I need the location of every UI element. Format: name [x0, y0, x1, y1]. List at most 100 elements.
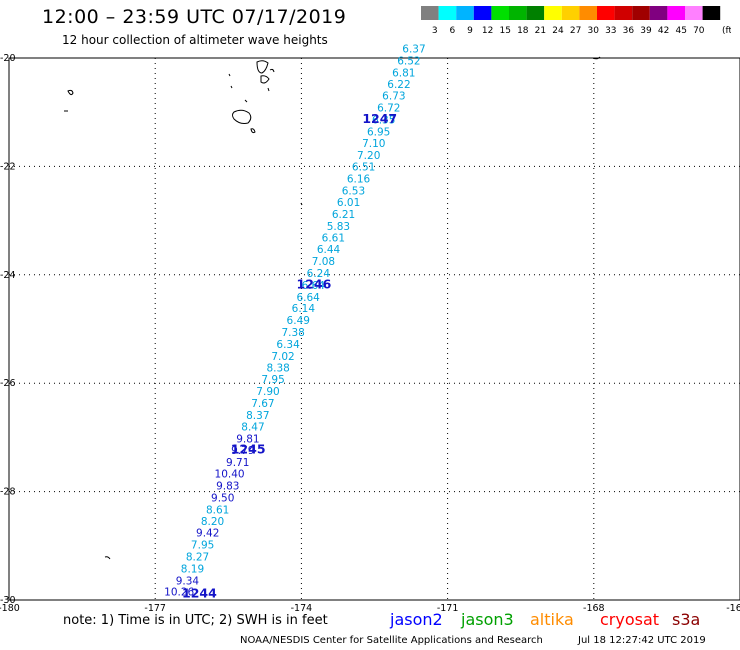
wave-height-value: 7.95: [191, 540, 214, 552]
lon-tick-label: -177: [144, 603, 166, 614]
wave-height-value: 7.90: [256, 386, 279, 398]
legend-swatch: [579, 6, 597, 20]
legend-swatch: [544, 6, 562, 20]
wave-height-value: 6.72: [377, 103, 400, 115]
wave-height-value: 6.64: [296, 292, 320, 304]
wave-height-value: 6.44: [317, 244, 341, 256]
legend-label: 6: [450, 26, 456, 36]
legend-label: 27: [570, 26, 581, 36]
island-outline: [260, 75, 270, 84]
wave-height-value: 6.14: [292, 303, 316, 315]
wave-height-value: 8.37: [246, 410, 269, 422]
wave-height-value: 6.24: [307, 268, 331, 280]
lat-tick-label: -22: [0, 161, 16, 172]
wave-height-value: 7.67: [251, 398, 274, 410]
island-outline: [104, 556, 111, 560]
wave-height-value: 8.19: [181, 563, 204, 575]
legend-label: 18: [517, 26, 529, 36]
mission-label-s3a: s3a: [672, 610, 701, 629]
legend-label: 36: [623, 26, 635, 36]
lat-tick-label: -20: [0, 53, 16, 64]
legend-swatch: [702, 6, 721, 20]
legend-swatch: [632, 6, 650, 20]
wave-height-value: 6.51: [352, 162, 375, 174]
wave-height-value: 10.40: [215, 469, 245, 481]
wave-height-value: 8.61: [206, 504, 229, 516]
orbit-number-label: 1246: [297, 276, 332, 291]
credit-line: NOAA/NESDIS Center for Satellite Applica…: [240, 635, 543, 646]
altimeter-track: 6.376.526.816.226.736.726.356.957.107.20…: [164, 44, 426, 599]
wave-height-value: 6.53: [342, 186, 365, 198]
island-outlines: [64, 56, 601, 560]
mission-label-jason3: jason3: [461, 610, 514, 629]
orbit-number-label: 1247: [362, 111, 397, 126]
legend-swatch: [526, 6, 545, 20]
orbit-number-label: 1244: [182, 585, 217, 600]
lat-tick-label: -26: [0, 378, 16, 389]
legend-label: 9: [467, 26, 473, 36]
orbit-labels: 1247 1246 1245 1244: [182, 111, 397, 600]
wave-height-value: 9.34: [176, 575, 200, 587]
wave-height-value: 6.22: [387, 79, 410, 91]
wave-height-value: 6.64: [302, 280, 326, 292]
wave-height-value: 6.61: [322, 233, 345, 245]
wave-height-value: 6.49: [287, 315, 310, 327]
lon-tick-label: -171: [437, 603, 459, 614]
wave-height-value: 8.47: [241, 421, 264, 433]
legend-swatch: [667, 6, 685, 20]
wave-height-value: 6.95: [367, 127, 390, 139]
lat-tick-label: -28: [0, 487, 16, 498]
wave-height-value: 7.10: [362, 138, 385, 150]
legend-swatch: [685, 6, 703, 20]
wave-height-value: 8.20: [201, 516, 224, 528]
legend-swatch: [649, 6, 668, 20]
lon-tick-label: -16: [726, 603, 740, 614]
legend-label: 42: [658, 26, 669, 36]
legend-label: 39: [640, 26, 652, 36]
wave-height-value: 5.83: [327, 221, 350, 233]
wave-height-value: 6.81: [392, 67, 415, 79]
wave-height-value: 6.34: [276, 339, 300, 351]
legend-label: 15: [499, 26, 510, 36]
wave-height-value: 7.08: [312, 256, 335, 268]
island-outline: [300, 202, 303, 206]
map-subtitle: 12 hour collection of altimeter wave hei…: [62, 33, 328, 47]
legend-label: 12: [482, 26, 493, 36]
wave-height-value: 6.16: [347, 174, 371, 186]
wave-height-value: 7.02: [271, 351, 294, 363]
wave-height-value: 9.42: [196, 528, 219, 540]
legend-swatch: [491, 6, 509, 20]
legend-swatch: [421, 6, 439, 20]
island-outline: [232, 109, 252, 124]
legend-label: 3: [432, 26, 438, 36]
generation-timestamp: Jul 18 12:27:42 UTC 2019: [578, 635, 706, 646]
legend-label: 21: [535, 26, 546, 36]
footer-note: note: 1) Time is in UTC; 2) SWH is in fe…: [63, 613, 328, 628]
wave-height-value: 7.20: [357, 150, 380, 162]
lon-tick-label: -168: [583, 603, 605, 614]
lon-tick-label: -174: [291, 603, 313, 614]
island-outline: [256, 60, 269, 74]
legend-swatch: [473, 6, 492, 20]
wave-height-value: 8.38: [266, 362, 289, 374]
lat-tick-label: -24: [0, 270, 16, 281]
island-outline: [244, 99, 248, 103]
wave-height-value: 6.35: [372, 115, 395, 127]
wave-height-value: 9.83: [216, 480, 239, 492]
legend-swatch: [597, 6, 615, 20]
legend-label: 33: [605, 26, 616, 36]
legend-label: 24: [552, 26, 564, 36]
island-outline: [230, 85, 233, 89]
wave-height-value: 6.73: [382, 91, 405, 103]
mission-label-jason2: jason2: [390, 610, 443, 629]
map-title: 12:00 – 23:59 UTC 07/17/2019: [42, 6, 347, 28]
lon-tick-label: -180: [0, 603, 20, 614]
legend-swatch: [614, 6, 633, 20]
mission-label-altika: altika: [530, 610, 574, 629]
island-outline: [228, 73, 231, 77]
wave-height-value: 6.21: [332, 209, 355, 221]
island-outline: [67, 89, 74, 96]
map-frame: [8, 57, 740, 601]
